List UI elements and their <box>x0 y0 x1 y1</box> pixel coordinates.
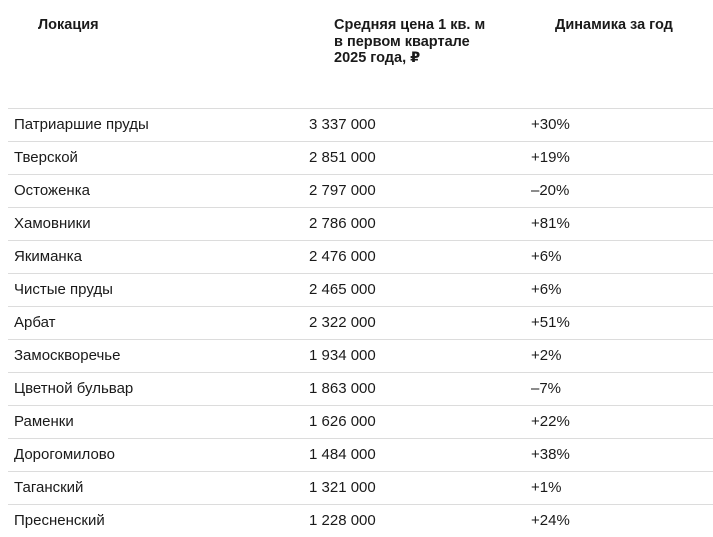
cell-location: Раменки <box>14 413 74 430</box>
table-row: Арбат 2 322 000 +51% <box>8 307 713 340</box>
cell-location: Тверской <box>14 149 78 166</box>
cell-price: 1 863 000 <box>309 380 376 397</box>
table-row: Пресненский 1 228 000 +24% <box>8 505 713 537</box>
cell-location: Арбат <box>14 314 56 331</box>
cell-dynamics: –7% <box>531 380 562 397</box>
table-row: Таганский 1 321 000 +1% <box>8 472 713 505</box>
cell-location: Дорогомилово <box>14 446 115 463</box>
header-location: Локация <box>38 17 99 33</box>
cell-price: 1 321 000 <box>309 479 376 496</box>
cell-dynamics: –20% <box>531 182 570 199</box>
cell-dynamics: +22% <box>531 413 570 430</box>
cell-price: 2 465 000 <box>309 281 376 298</box>
cell-price: 2 322 000 <box>309 314 376 331</box>
cell-price: 2 851 000 <box>309 149 376 166</box>
cell-price: 2 786 000 <box>309 215 376 232</box>
table-row: Замоскворечье 1 934 000 +2% <box>8 340 713 373</box>
cell-dynamics: +6% <box>531 248 562 265</box>
cell-price: 3 337 000 <box>309 116 376 133</box>
table-row: Раменки 1 626 000 +22% <box>8 406 713 439</box>
cell-dynamics: +81% <box>531 215 570 232</box>
table-row: Хамовники 2 786 000 +81% <box>8 208 713 241</box>
cell-price: 2 797 000 <box>309 182 376 199</box>
cell-location: Патриаршие пруды <box>14 116 149 133</box>
cell-dynamics: +1% <box>531 479 562 496</box>
cell-dynamics: +6% <box>531 281 562 298</box>
cell-location: Хамовники <box>14 215 91 232</box>
cell-dynamics: +19% <box>531 149 570 166</box>
cell-price: 1 484 000 <box>309 446 376 463</box>
table-body: Патриаршие пруды 3 337 000 +30% Тверской 2 8… <box>8 108 713 537</box>
table-header: Локация Средняя цена 1 кв. м в первом кв… <box>0 0 713 108</box>
cell-dynamics: +2% <box>531 347 562 364</box>
cell-location: Якиманка <box>14 248 82 265</box>
cell-price: 1 228 000 <box>309 512 376 529</box>
cell-location: Таганский <box>14 479 84 496</box>
table-row: Дорогомилово 1 484 000 +38% <box>8 439 713 472</box>
cell-location: Замоскворечье <box>14 347 121 364</box>
cell-location: Остоженка <box>14 182 90 199</box>
table-row: Якиманка 2 476 000 +6% <box>8 241 713 274</box>
cell-location: Цветной бульвар <box>14 380 134 397</box>
table-row: Остоженка 2 797 000 –20% <box>8 175 713 208</box>
header-price: Средняя цена 1 кв. м в первом квартале 2… <box>334 17 486 66</box>
cell-price: 2 476 000 <box>309 248 376 265</box>
table-row: Патриаршие пруды 3 337 000 +30% <box>8 109 713 142</box>
cell-dynamics: +24% <box>531 512 570 529</box>
table-row: Чистые пруды 2 465 000 +6% <box>8 274 713 307</box>
cell-dynamics: +38% <box>531 446 570 463</box>
cell-location: Пресненский <box>14 512 105 529</box>
cell-location: Чистые пруды <box>14 281 113 298</box>
table-row: Цветной бульвар 1 863 000 –7% <box>8 373 713 406</box>
cell-dynamics: +30% <box>531 116 570 133</box>
cell-price: 1 626 000 <box>309 413 376 430</box>
table-row: Тверской 2 851 000 +19% <box>8 142 713 175</box>
cell-dynamics: +51% <box>531 314 570 331</box>
cell-price: 1 934 000 <box>309 347 376 364</box>
header-dynamics: Динамика за год <box>555 17 673 33</box>
